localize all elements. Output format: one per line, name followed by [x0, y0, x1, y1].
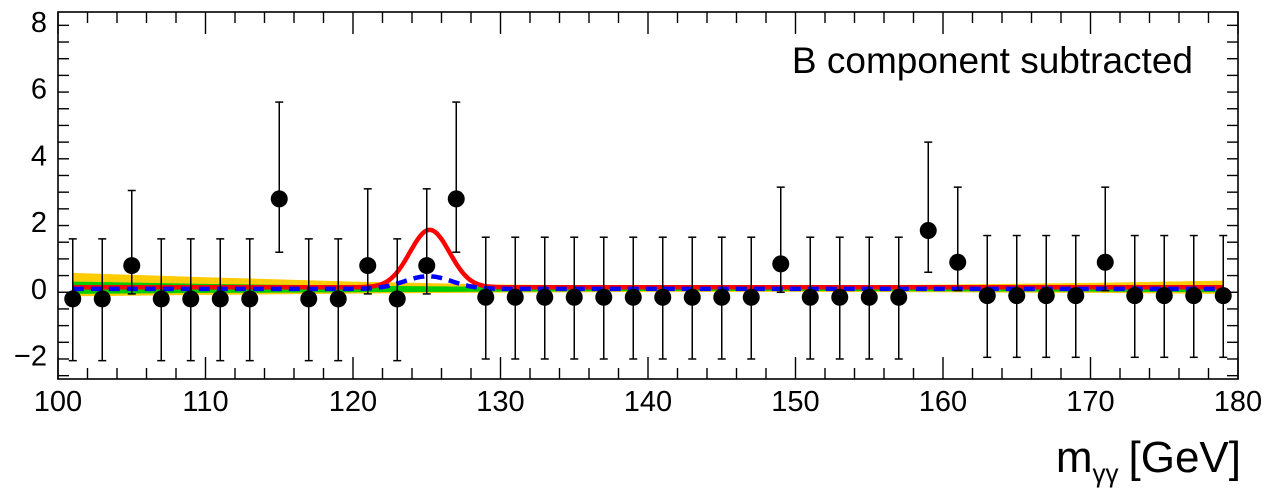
y-tick-label: 0: [31, 274, 47, 306]
data-point: [713, 288, 731, 306]
y-tick-label: 4: [31, 140, 47, 172]
data-point: [536, 288, 554, 306]
x-tick-label: 170: [1066, 386, 1114, 418]
y-tick-label: 8: [31, 7, 47, 39]
data-point: [329, 290, 347, 308]
background-fit-line: [72, 273, 1224, 292]
data-point: [683, 288, 701, 306]
y-tick-label: −2: [14, 341, 47, 373]
x-tick-label: 140: [624, 386, 672, 418]
annotation-text: B component subtracted: [792, 40, 1193, 81]
data-point: [418, 257, 436, 275]
data-point: [211, 290, 229, 308]
x-tick-label: 130: [476, 386, 524, 418]
data-point: [506, 288, 524, 306]
y-tick-label: 6: [31, 74, 47, 106]
x-tick-label: 160: [919, 386, 967, 418]
y-tick-label: 2: [31, 207, 47, 239]
x-axis-label-unit: [GeV]: [1129, 433, 1242, 482]
tick-labels: 100 110 120 130 140 150 160 170 180 −2 0 2 4 6 8: [14, 7, 1262, 418]
data-point: [919, 222, 937, 240]
data-point: [447, 190, 465, 208]
data-point: [182, 290, 200, 308]
x-tick-label: 100: [34, 386, 82, 418]
data-point: [860, 288, 878, 306]
data-point: [1096, 253, 1114, 271]
data-point: [1185, 287, 1203, 305]
data-point: [1214, 287, 1232, 305]
data-point: [93, 290, 111, 308]
axes: [57, 11, 1239, 380]
x-axis-label: mγγ [GeV]: [1056, 433, 1241, 488]
data-point: [64, 290, 82, 308]
data-point: [565, 288, 583, 306]
data-point: [270, 190, 288, 208]
x-tick-label: 180: [1214, 386, 1262, 418]
data-point: [1008, 287, 1026, 305]
data-point: [477, 288, 495, 306]
data-point: [624, 288, 642, 306]
data-point: [1155, 287, 1173, 305]
data-point: [742, 288, 760, 306]
data-point: [388, 290, 406, 308]
x-tick-label: 150: [771, 386, 819, 418]
data-point: [1067, 287, 1085, 305]
data-point: [831, 288, 849, 306]
data-point: [978, 287, 996, 305]
x-tick-label: 110: [182, 386, 228, 418]
x-axis-label-main: m: [1056, 433, 1093, 482]
data-point: [772, 255, 790, 273]
data-point: [949, 253, 967, 271]
data-point: [123, 257, 141, 275]
x-tick-label: 120: [329, 386, 377, 418]
data-points: [64, 101, 1232, 362]
data-point: [1037, 287, 1055, 305]
data-point: [654, 288, 672, 306]
data-point: [801, 288, 819, 306]
data-point: [595, 288, 613, 306]
fit-curves: [72, 227, 1224, 292]
data-point: [359, 257, 377, 275]
data-point: [890, 288, 908, 306]
data-point: [241, 290, 259, 308]
data-point: [300, 290, 318, 308]
data-point: [1126, 287, 1144, 305]
x-axis-label-sub: γγ: [1093, 458, 1119, 488]
data-point: [152, 290, 170, 308]
